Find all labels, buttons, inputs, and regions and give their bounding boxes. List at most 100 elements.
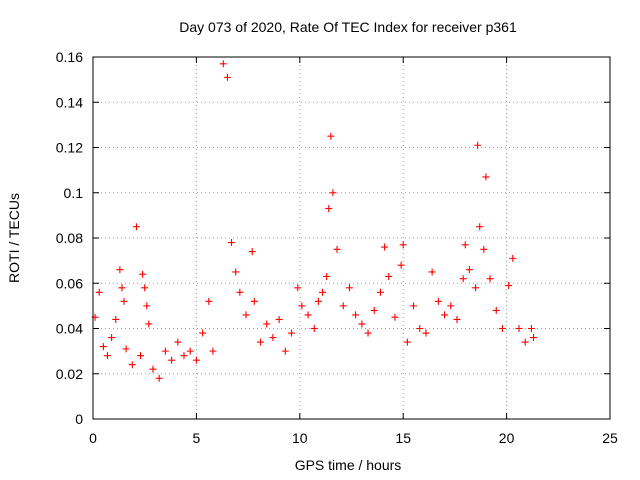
data-point (529, 334, 537, 342)
data-point (397, 261, 405, 269)
data-point (128, 361, 136, 369)
data-point (486, 275, 494, 283)
data-points (91, 60, 537, 382)
data-point (515, 325, 523, 332)
data-point (248, 248, 256, 256)
data-point (108, 334, 116, 342)
plot-frame (92, 56, 611, 420)
data-point (242, 311, 250, 319)
data-point (132, 223, 140, 231)
x-tick-label: 25 (602, 430, 618, 446)
data-point (364, 329, 372, 337)
data-point (472, 284, 480, 292)
axis-ticks: 0 0.02 0.04 0.06 0.08 0.1 0.12 0.14 0.16 0 5 10 15 20… (56, 49, 618, 446)
data-point (298, 302, 306, 310)
data-point (527, 325, 535, 332)
data-point (399, 241, 407, 249)
data-point (323, 272, 331, 280)
y-tick-label: 0 (75, 411, 83, 427)
data-point (219, 60, 227, 68)
y-tick-label: 0.12 (56, 140, 83, 156)
data-point (492, 306, 500, 314)
data-point (453, 315, 461, 323)
data-point (381, 243, 389, 251)
data-point (434, 297, 442, 305)
y-tick-label: 0.06 (56, 275, 83, 291)
data-point (327, 132, 335, 140)
data-point (161, 347, 169, 355)
data-point (168, 356, 176, 364)
data-point (250, 297, 258, 305)
x-tick-label: 10 (292, 430, 308, 446)
y-tick-label: 0.02 (56, 366, 83, 382)
data-point (192, 356, 200, 364)
data-point (345, 284, 353, 292)
data-point (122, 345, 130, 353)
x-tick-label: 0 (89, 430, 97, 446)
data-point (120, 297, 128, 305)
data-point (410, 302, 418, 310)
data-point (428, 268, 436, 276)
data-point (281, 347, 289, 355)
data-point (422, 329, 430, 337)
data-point (269, 334, 277, 342)
data-point (376, 288, 384, 296)
x-axis-label: GPS time / hours (295, 457, 402, 473)
x-tick-label: 20 (499, 430, 515, 446)
data-point (441, 311, 449, 319)
data-point (139, 270, 147, 278)
y-tick-label: 0.1 (64, 185, 84, 201)
data-point (521, 338, 529, 346)
data-point (223, 73, 231, 81)
data-point (505, 282, 513, 290)
data-point (118, 284, 126, 292)
data-point (474, 141, 482, 149)
data-point (275, 315, 283, 323)
data-point (498, 325, 506, 332)
data-point (180, 352, 188, 360)
data-point (143, 302, 151, 310)
data-point (329, 189, 337, 197)
data-point (209, 347, 217, 355)
data-point (236, 288, 244, 296)
data-point (205, 297, 213, 305)
data-point (149, 365, 157, 373)
data-point (304, 311, 312, 319)
data-point (482, 173, 490, 181)
data-point (137, 352, 145, 360)
x-tick-label: 15 (395, 430, 411, 446)
data-point (263, 320, 271, 328)
data-point (480, 245, 488, 253)
data-point (385, 272, 393, 280)
data-point (257, 338, 265, 346)
data-point (116, 266, 124, 274)
data-point (186, 347, 194, 355)
x-tick-label: 5 (193, 430, 201, 446)
data-point (325, 205, 333, 213)
y-tick-label: 0.04 (56, 321, 83, 337)
y-tick-label: 0.08 (56, 230, 83, 246)
data-point (333, 245, 341, 253)
data-point (339, 302, 347, 310)
y-tick-label: 0.14 (56, 94, 83, 110)
data-point (155, 374, 163, 382)
grid-lines (93, 57, 610, 419)
data-point (199, 329, 207, 337)
data-point (103, 352, 111, 360)
data-point (352, 311, 360, 319)
data-point (416, 325, 424, 332)
data-point (145, 320, 153, 328)
data-point (95, 288, 103, 296)
data-point (461, 241, 469, 249)
data-point (232, 268, 240, 276)
data-point (99, 343, 107, 351)
data-point (358, 320, 366, 328)
y-tick-label: 0.16 (56, 49, 83, 65)
data-point (476, 223, 484, 231)
data-point (447, 302, 455, 310)
data-point (228, 239, 236, 247)
data-point (465, 266, 473, 274)
data-point (310, 325, 318, 332)
data-point (112, 315, 120, 323)
